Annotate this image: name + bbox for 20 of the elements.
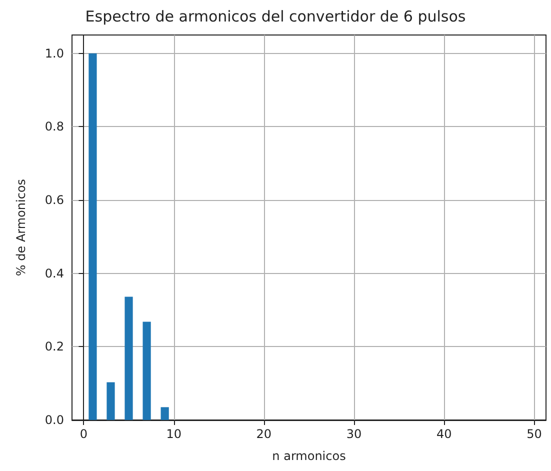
x-tick-label: 0 [80,427,88,441]
x-tick-label: 10 [166,427,182,441]
y-tick-label: 0.2 [44,340,64,354]
x-tick-label: 20 [256,427,272,441]
y-tick-label: 1.0 [44,46,64,60]
y-tick-label: 0.0 [44,413,64,427]
x-axis-title: n armonicos [272,449,346,463]
y-tick-label: 0.4 [44,266,64,280]
y-tick-label: 0.6 [44,193,64,207]
y-tick-label: 0.8 [44,120,64,134]
bar [142,322,151,420]
x-tick-label: 30 [346,427,362,441]
x-tick-label: 50 [526,427,542,441]
bar [106,382,115,420]
x-tick-label: 40 [436,427,452,441]
chart-title: Espectro de armonicos del convertidor de 6 pulsos [85,8,466,26]
bar [124,296,133,420]
y-axis-title: % de Armonicos [14,178,28,276]
bar [160,407,169,420]
bar [88,53,97,420]
